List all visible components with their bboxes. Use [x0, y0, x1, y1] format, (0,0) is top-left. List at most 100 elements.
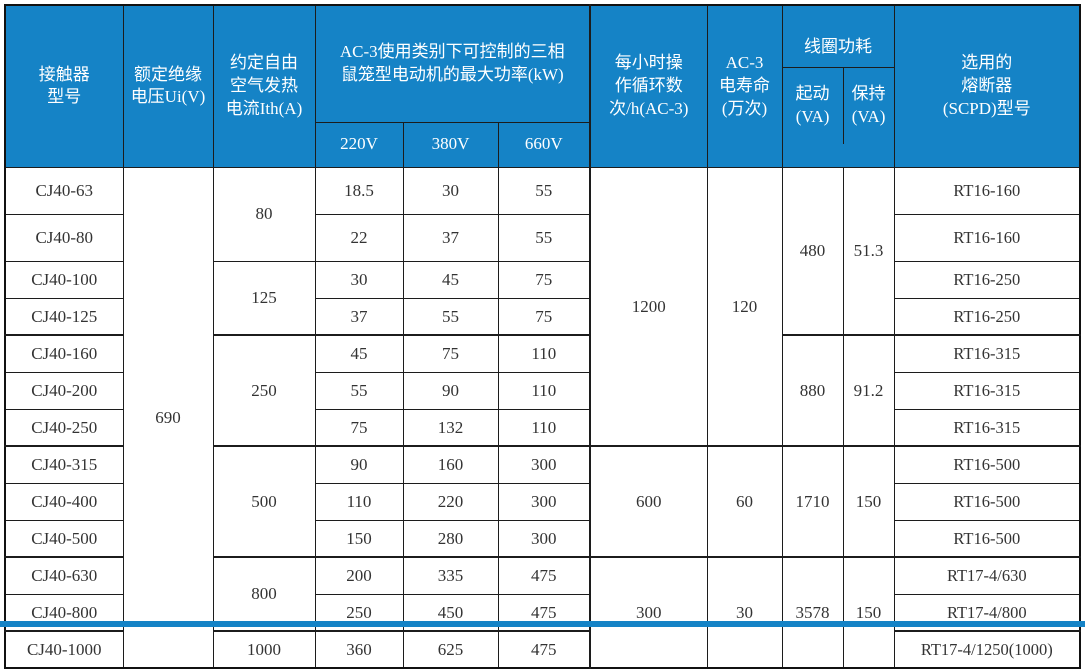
- cell-thermal-current: 250: [212, 334, 316, 447]
- table-row: CJ40-80 22 37 55 RT16-160: [4, 213, 1081, 262]
- cell-power-220: 110: [314, 482, 404, 521]
- cell-power-660: 75: [497, 260, 591, 299]
- cell-fuse: RT16-315: [893, 408, 1081, 447]
- header-380v: 380V: [402, 121, 499, 168]
- cell-power-380: 220: [402, 482, 499, 521]
- cell-model: CJ40-315: [4, 445, 124, 484]
- cell-power-380: 90: [402, 371, 499, 410]
- coil-subheaders: 起动 (VA) 保持 (VA): [783, 67, 893, 144]
- cell-thermal-current: 800: [212, 556, 316, 632]
- contactor-spec-table: 接触器 型号 额定绝缘 电压Ui(V) 约定自由 空气发热 电流Ith(A) A…: [4, 4, 1082, 669]
- header-660v: 660V: [497, 121, 591, 168]
- cell-life: 30: [706, 556, 783, 669]
- cell-power-380: 37: [402, 213, 499, 262]
- cell-fuse: RT16-315: [893, 371, 1081, 410]
- cell-insulation-voltage: 690: [122, 166, 214, 669]
- cell-fuse: RT16-500: [893, 482, 1081, 521]
- cell-life: 60: [706, 445, 783, 558]
- cell-model: CJ40-630: [4, 556, 124, 595]
- cell-power-660: 300: [497, 519, 591, 558]
- header-coil-start: 起动 (VA): [783, 67, 844, 144]
- cell-coil-hold: 91.2: [842, 334, 895, 447]
- cell-thermal-current: 1000: [212, 630, 316, 669]
- cell-fuse: RT17-4/630: [893, 556, 1081, 595]
- cell-power-660: 55: [497, 166, 591, 215]
- cell-fuse: RT16-160: [893, 213, 1081, 262]
- cell-power-660: 55: [497, 213, 591, 262]
- header-power-group: AC-3使用类别下可控制的三相 鼠笼型电动机的最大功率(kW): [314, 4, 591, 123]
- header-coil-power: 线圈功耗: [783, 29, 894, 68]
- page: 接触器 型号 额定绝缘 电压Ui(V) 约定自由 空气发热 电流Ith(A) A…: [0, 4, 1085, 669]
- cell-coil-start: 3578: [781, 556, 844, 669]
- cell-coil-start: 880: [781, 334, 844, 447]
- cell-power-380: 30: [402, 166, 499, 215]
- cell-model: CJ40-125: [4, 297, 124, 336]
- cell-cycles: 1200: [589, 166, 708, 447]
- cell-model: CJ40-200: [4, 371, 124, 410]
- header-coil-hold: 保持 (VA): [851, 84, 886, 126]
- cell-power-380: 280: [402, 519, 499, 558]
- cell-power-220: 37: [314, 297, 404, 336]
- bottom-accent-bar: [0, 621, 1085, 627]
- header-thermal-current: 约定自由 空气发热 电流Ith(A): [212, 4, 316, 168]
- header-coil-power-group: 线圈功耗 起动 (VA) 保持 (VA): [781, 4, 895, 168]
- cell-power-220: 150: [314, 519, 404, 558]
- table-row: CJ40-125 37 55 75 RT16-250: [4, 297, 1081, 336]
- cell-cycles: 300: [589, 556, 708, 669]
- cell-fuse: RT17-4/1250(1000): [893, 630, 1081, 669]
- header-row-2: 220V 380V 660V: [5, 121, 1080, 168]
- cell-fuse: RT16-500: [893, 519, 1081, 558]
- cell-fuse: RT16-250: [893, 297, 1081, 336]
- cell-power-220: 55: [314, 371, 404, 410]
- table-row: CJ40-100 125 30 45 75 RT16-250: [4, 260, 1081, 336]
- cell-model: CJ40-160: [4, 334, 124, 373]
- cell-power-660: 110: [497, 408, 591, 447]
- cell-model: CJ40-400: [4, 482, 124, 521]
- table-row: CJ40-400 110 220 300 RT16-500: [4, 482, 1081, 521]
- coil-header-wrap: 线圈功耗 起动 (VA) 保持 (VA): [783, 29, 894, 144]
- cell-power-220: 45: [314, 334, 404, 373]
- cell-fuse: RT16-315: [893, 334, 1081, 373]
- cell-power-220: 22: [314, 213, 404, 262]
- cell-fuse: RT16-250: [893, 260, 1081, 299]
- cell-power-660: 300: [497, 482, 591, 521]
- header-contactor-model: 接触器 型号: [4, 4, 124, 168]
- cell-cycles: 600: [589, 445, 708, 558]
- header-220v: 220V: [314, 121, 404, 168]
- cell-model: CJ40-500: [4, 519, 124, 558]
- cell-power-660: 110: [497, 371, 591, 410]
- table-body: CJ40-63 690 80 18.5 30 55 1200 120 480 5…: [4, 166, 1081, 669]
- cell-power-220: 360: [314, 630, 404, 669]
- header-fuse-type: 选用的 熔断器 (SCPD)型号: [893, 4, 1081, 168]
- cell-power-660: 475: [497, 556, 591, 595]
- cell-coil-hold: 51.3: [842, 166, 895, 336]
- cell-model: CJ40-63: [4, 166, 124, 215]
- cell-power-660: 300: [497, 445, 591, 484]
- cell-fuse: RT16-160: [893, 166, 1081, 215]
- cell-power-220: 18.5: [314, 166, 404, 215]
- table-header: 接触器 型号 额定绝缘 电压Ui(V) 约定自由 空气发热 电流Ith(A) A…: [4, 4, 1081, 168]
- header-insulation-voltage: 额定绝缘 电压Ui(V): [122, 4, 214, 168]
- cell-model: CJ40-100: [4, 260, 124, 299]
- header-electrical-life: AC-3 电寿命 (万次): [706, 4, 783, 168]
- cell-power-380: 75: [402, 334, 499, 373]
- cell-model: CJ40-1000: [4, 630, 124, 669]
- cell-power-380: 55: [402, 297, 499, 336]
- cell-power-660: 110: [497, 334, 591, 373]
- cell-coil-start: 1710: [781, 445, 844, 558]
- cell-power-380: 160: [402, 445, 499, 484]
- cell-power-220: 90: [314, 445, 404, 484]
- cell-model: CJ40-80: [4, 213, 124, 262]
- header-cycles-per-hour: 每小时操 作循环数 次/h(AC-3): [589, 4, 708, 168]
- cell-thermal-current: 80: [212, 166, 316, 262]
- cell-coil-hold: 150: [842, 445, 895, 558]
- cell-fuse: RT16-500: [893, 445, 1081, 484]
- cell-power-380: 335: [402, 556, 499, 595]
- cell-coil-hold: 150: [842, 556, 895, 669]
- cell-power-380: 132: [402, 408, 499, 447]
- cell-power-380: 625: [402, 630, 499, 669]
- cell-thermal-current: 500: [212, 445, 316, 558]
- cell-model: CJ40-250: [4, 408, 124, 447]
- cell-power-220: 75: [314, 408, 404, 447]
- cell-power-220: 200: [314, 556, 404, 595]
